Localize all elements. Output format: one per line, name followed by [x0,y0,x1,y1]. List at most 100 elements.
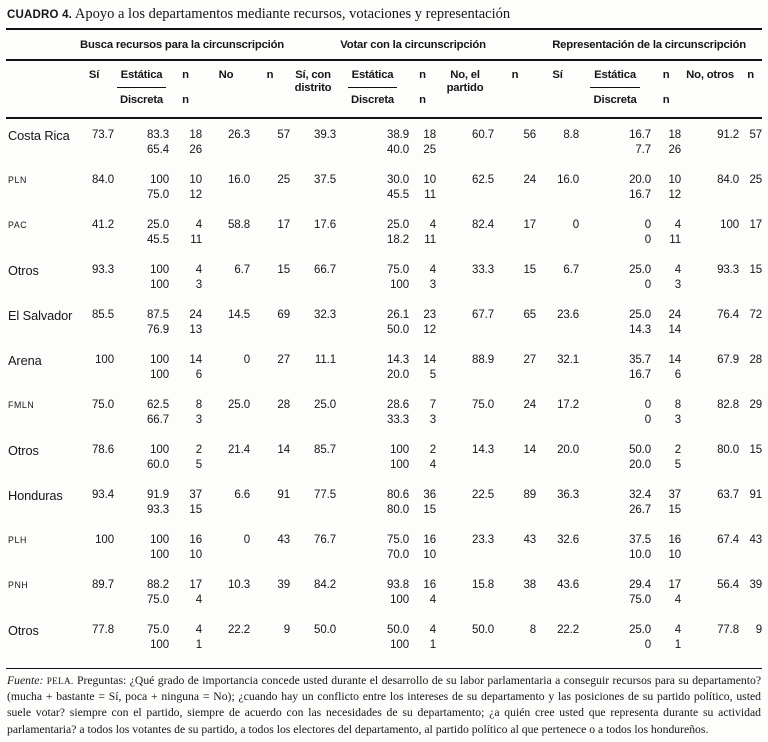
cell [494,143,536,173]
cell: 14 [189,354,202,366]
cell: 89 [523,489,537,501]
cell [436,278,494,308]
cell: 6 [674,369,682,381]
cell: 50.0 [314,624,337,636]
cell [739,143,762,173]
footnote-text: Preguntas: ¿Qué grado de importancia con… [7,674,762,736]
cell: 58.8 [228,219,250,231]
cell: 100 [150,549,169,561]
cell [536,188,579,218]
cell [250,458,290,488]
cell: 6.7 [563,264,580,276]
cell: 84.0 [92,174,114,186]
cell: 12 [423,324,437,336]
cell: 10 [189,549,202,561]
cell [436,593,494,623]
cell [536,413,579,443]
cell: 93.3 [717,264,740,276]
table-row: PLN 84.0 100 10 16.0 25 37.5 30.0 10 62.5 24 16.0 20… [6,173,762,188]
cell: 10 [423,549,437,561]
group-votar: Votar con la circunscripción [290,29,537,61]
cell: 100 [390,279,410,291]
cell: 16 [423,579,437,591]
cell: 84.0 [717,174,740,186]
cell [250,548,290,578]
cell: 77.8 [717,624,740,636]
cell: 25 [277,174,291,186]
column-header-row: Sí Estática n No n Sí, con distrito Está… [6,60,763,119]
cell: 32.6 [557,534,580,546]
table-row-sub: 93.3 15 80.0 15 26.7 15 [6,503,762,533]
cell: 18 [668,129,682,141]
cell: 82.4 [472,219,495,231]
cell [202,143,250,173]
table-row-sub: 60.0 5 100 4 20.0 5 [6,458,762,488]
col-n: n [662,69,670,81]
cell: 4 [674,219,682,231]
col-n: n [739,60,763,119]
cell: 20.0 [629,459,652,471]
cell: 43.6 [557,579,580,591]
table-title: CUADRO 4. Apoyo a los departamentos medi… [6,5,762,28]
cell: 26.3 [228,129,250,141]
cell: 76.9 [147,324,169,336]
data-table: Busca recursos para la circunscripción V… [6,28,762,669]
footnote-source: PELA. [46,676,74,686]
cell: 0 [644,219,652,231]
cell: 14.5 [228,309,250,321]
cell: 100 [150,639,169,651]
cell [74,188,114,218]
cell [536,233,579,263]
col-discreta: Discreta [579,88,652,119]
cell [202,638,250,669]
cell: 29 [749,399,763,411]
cell: 24 [523,399,537,411]
cell [681,233,739,263]
footnote: Fuente: PELA. Preguntas: ¿Qué grado de i… [6,669,762,738]
cell [290,638,336,669]
cell [536,278,579,308]
table-row-sub: 100 6 20.0 5 16.7 6 [6,368,762,398]
cell: 100 [390,639,410,651]
cell: 22.2 [557,624,580,636]
cell: 4 [674,594,682,606]
col-estatica: Estática [579,60,651,88]
cell [681,188,739,218]
cell [739,323,762,353]
cell: 100 [150,174,169,186]
cell: 43 [523,534,537,546]
col-si-con-distrito: Sí, con distrito [290,60,337,119]
cell: 75.0 [147,189,169,201]
cell: 39.3 [314,129,337,141]
cell: 6.6 [234,489,250,501]
cell: 10 [423,174,437,186]
cell: 88.2 [147,579,169,591]
cell: 4 [195,219,202,231]
cell [494,233,536,263]
cell: 0 [644,414,652,426]
cell: 2 [674,444,682,456]
cell: 93.3 [92,264,114,276]
cell: 57 [749,129,763,141]
cell: 36 [423,489,437,501]
cell: 91.2 [717,129,740,141]
table-number: CUADRO 4. [7,9,73,21]
cell: 17 [277,219,291,231]
cell: 14 [668,324,682,336]
cell: 91 [749,489,763,501]
cell: 28.6 [387,399,410,411]
cell [202,188,250,218]
cell: 78.6 [92,444,114,456]
cell [681,503,739,533]
cell: 3 [195,414,202,426]
cell [494,503,536,533]
cell: 100 [720,219,740,231]
cell: 20.0 [557,444,580,456]
cell [436,503,494,533]
cell [536,323,579,353]
cell: 83.3 [147,129,169,141]
cell: 88.9 [472,354,495,366]
cell [681,368,739,398]
cell: 69 [277,309,291,321]
cell [290,323,336,353]
